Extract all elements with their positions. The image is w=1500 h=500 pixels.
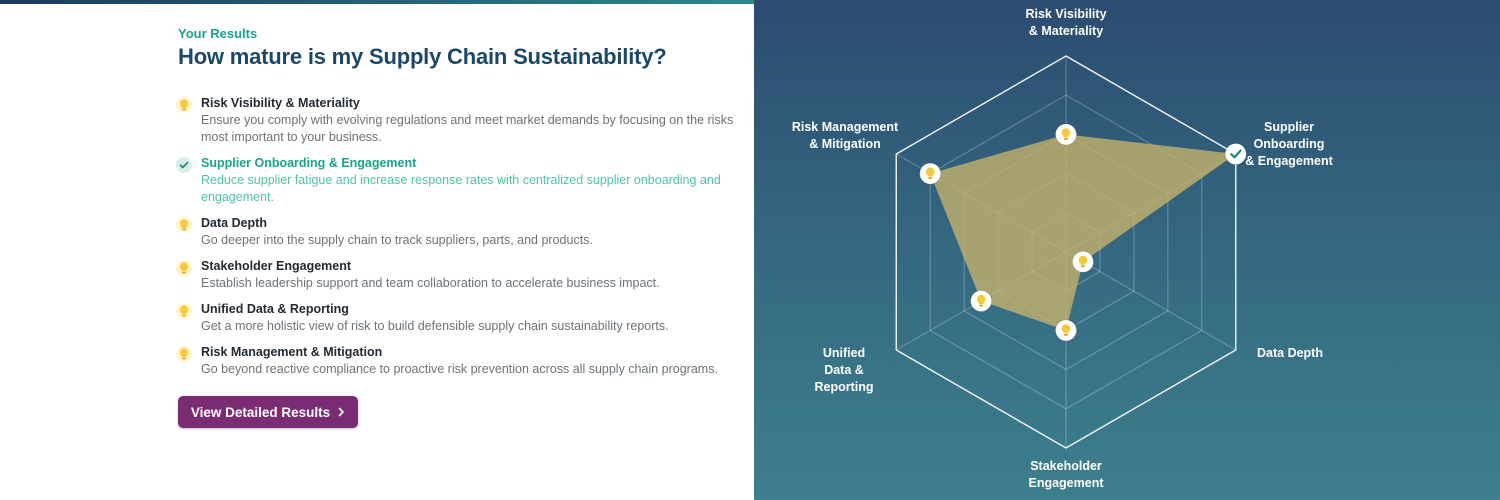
list-item: Stakeholder Engagement Establish leaders… xyxy=(176,258,736,292)
lightbulb-base-icon xyxy=(1080,265,1085,268)
item-description: Go deeper into the supply chain to track… xyxy=(201,233,593,247)
list-item: Unified Data & Reporting Get a more holi… xyxy=(176,301,736,335)
lightbulb-base-icon xyxy=(1064,334,1068,336)
lightbulb-icon xyxy=(176,260,192,276)
view-detailed-results-button[interactable]: View Detailed Results xyxy=(178,396,358,428)
lightbulb-icon xyxy=(176,346,192,362)
list-item: Risk Visibility & Materiality Ensure you… xyxy=(176,95,736,146)
top-accent-bar xyxy=(0,0,754,4)
axis-label-risk-management: Risk Management & Mitigation xyxy=(791,120,899,151)
lightbulb-icon xyxy=(925,167,935,177)
check-icon xyxy=(176,157,192,173)
item-title: Data Depth xyxy=(201,216,267,230)
button-label: View Detailed Results xyxy=(190,404,331,420)
item-description: Reduce supplier fatigue and increase res… xyxy=(201,173,721,204)
axis-label-unified-data: Unified Data & Reporting xyxy=(814,346,874,394)
lightbulb-base-icon xyxy=(1064,138,1068,140)
item-description: Ensure you comply with evolving regulati… xyxy=(201,113,734,144)
axis-label-data-depth: Data Depth xyxy=(1257,346,1323,360)
axis-label-supplier-onboarding: Supplier Onboarding & Engagement xyxy=(1245,120,1333,168)
chevron-right-icon xyxy=(338,405,345,420)
check-icon xyxy=(1230,149,1242,159)
item-description: Establish leadership support and team co… xyxy=(201,276,660,290)
lightbulb-icon xyxy=(1061,324,1071,334)
lightbulb-base-icon xyxy=(928,177,933,179)
radar-spoke xyxy=(1065,251,1236,351)
radar-score-area xyxy=(930,134,1236,331)
list-item: Risk Management & Mitigation Go beyond r… xyxy=(176,344,736,378)
lightbulb-icon xyxy=(176,217,192,233)
item-description: Go beyond reactive compliance to proacti… xyxy=(201,362,718,376)
item-title: Risk Management & Mitigation xyxy=(201,345,383,359)
radar-chart xyxy=(895,55,1247,449)
eyebrow-label: Your Results xyxy=(178,26,258,41)
item-title: Supplier Onboarding & Engagement xyxy=(201,156,417,170)
radar-chart-panel: Risk Visibility & Materiality Supplier O… xyxy=(754,0,1500,500)
page-title: How mature is my Supply Chain Sustainabi… xyxy=(178,44,667,69)
axis-label-stakeholder-engagement: Stakeholder Engagement xyxy=(1028,459,1104,490)
item-title: Risk Visibility & Materiality xyxy=(201,96,360,110)
radar-marker-check xyxy=(1224,143,1247,165)
results-list: Risk Visibility & Materiality Ensure you… xyxy=(176,95,736,378)
item-description: Get a more holistic view of risk to buil… xyxy=(201,319,669,333)
lightbulb-icon xyxy=(976,294,986,304)
list-item: Supplier Onboarding & Engagement Reduce … xyxy=(176,155,736,206)
list-item: Data Depth Go deeper into the supply cha… xyxy=(176,215,736,249)
results-panel: Your Results How mature is my Supply Cha… xyxy=(176,26,736,428)
lightbulb-base-icon xyxy=(979,304,984,307)
lightbulb-icon xyxy=(1061,128,1071,138)
item-title: Stakeholder Engagement xyxy=(201,259,352,273)
item-title: Unified Data & Reporting xyxy=(201,302,349,316)
lightbulb-icon xyxy=(176,97,192,113)
axis-label-risk-visibility: Risk Visibility & Materiality xyxy=(1025,7,1107,38)
lightbulb-icon xyxy=(176,303,192,319)
lightbulb-icon xyxy=(1078,255,1088,265)
